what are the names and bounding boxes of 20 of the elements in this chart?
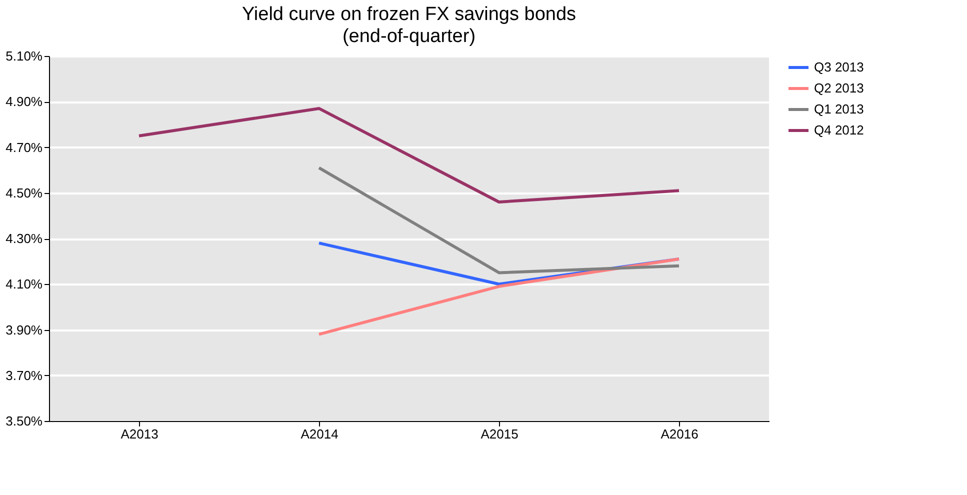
y-tick-label: 4.10%: [6, 276, 43, 292]
x-tick-label: A2016: [660, 426, 698, 442]
chart-subtitle: (end-of-quarter): [342, 26, 476, 47]
y-tick-label: 3.70%: [6, 368, 43, 383]
x-tick-label: A2015: [480, 426, 518, 442]
y-tick-label: 3.90%: [6, 322, 43, 338]
y-tick-label: 4.50%: [6, 185, 43, 200]
legend-label: Q3 2013: [814, 60, 864, 74]
line-series: [138, 106, 680, 204]
y-tick-label: 5.10%: [6, 48, 43, 64]
y-tick-label: 4.30%: [6, 231, 43, 246]
y-tick-label: 4.90%: [6, 94, 43, 110]
x-tick-label: A2013: [120, 426, 158, 442]
legend-label: Q1 2013: [814, 102, 864, 116]
legend-label: Q2 2013: [814, 80, 864, 96]
y-tick-label: 3.50%: [6, 414, 43, 428]
y-tick-label: 4.70%: [6, 140, 43, 155]
chart-title: Yield curve on frozen FX savings bonds: [242, 4, 576, 25]
x-tick-label: A2014: [300, 426, 338, 442]
legend-label: Q4 2012: [814, 122, 864, 138]
